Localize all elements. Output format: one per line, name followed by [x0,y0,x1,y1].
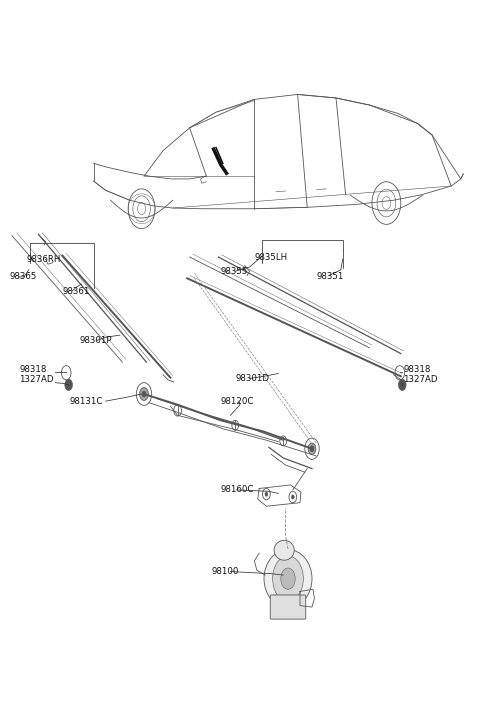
Circle shape [308,443,316,454]
Ellipse shape [264,550,312,608]
Text: 98301D: 98301D [235,374,269,383]
Text: 98351: 98351 [317,273,344,281]
Circle shape [174,405,181,416]
Text: 98131C: 98131C [70,397,103,405]
Circle shape [273,556,303,601]
Circle shape [263,488,270,500]
Circle shape [281,568,295,589]
Circle shape [65,379,72,391]
Text: 98301P: 98301P [79,337,112,345]
Text: 98318: 98318 [403,365,431,373]
Circle shape [136,383,152,405]
Text: 98361: 98361 [62,287,90,295]
Text: 98365: 98365 [10,273,37,281]
Text: 1327AD: 1327AD [403,376,438,384]
Text: 9835LH: 9835LH [254,253,288,261]
Text: 9836RH: 9836RH [26,255,61,263]
Circle shape [265,492,268,496]
Circle shape [395,366,405,380]
Ellipse shape [274,540,294,560]
Circle shape [310,446,314,452]
Text: 98355: 98355 [221,267,248,275]
Circle shape [142,391,146,397]
Text: 98318: 98318 [19,365,47,373]
Text: 98120C: 98120C [221,397,254,405]
Circle shape [289,491,297,503]
Circle shape [305,438,319,459]
Circle shape [398,379,406,391]
Text: 98160C: 98160C [221,486,254,494]
FancyBboxPatch shape [270,595,306,619]
Text: 1327AD: 1327AD [19,376,54,384]
Circle shape [61,366,71,380]
Circle shape [291,495,294,499]
Circle shape [140,388,148,400]
Circle shape [280,436,287,446]
Text: 98100: 98100 [211,567,239,576]
Circle shape [232,420,239,430]
